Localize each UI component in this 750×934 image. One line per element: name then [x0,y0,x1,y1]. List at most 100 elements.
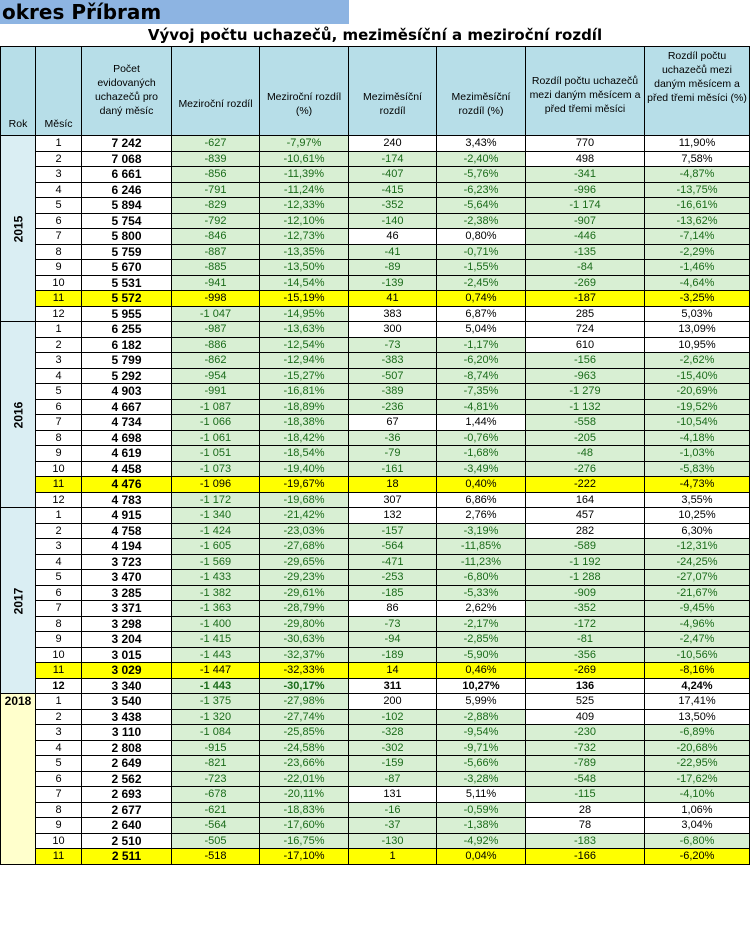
month-cell: 9 [35,817,82,834]
three-month-cell: -269 [525,662,645,679]
yoy-pct-cell: -27,68% [259,538,349,555]
mom-pct-cell: -3,19% [436,522,526,539]
mom-cell: 41 [348,290,437,307]
mom-pct-cell: -5,33% [436,584,526,601]
count-cell: 3 015 [81,646,172,663]
yoy-cell: -564 [171,817,260,834]
yoy-pct-cell: -10,61% [259,150,349,167]
yoy-cell: -1 605 [171,538,260,555]
mom-pct-cell: 1,44% [436,414,526,431]
mom-cell: 311 [348,677,437,694]
yoy-pct-cell: -18,83% [259,801,349,818]
mom-pct-cell: 6,87% [436,305,526,322]
yoy-pct-cell: -14,95% [259,305,349,322]
yoy-pct-cell: -12,10% [259,212,349,229]
yoy-cell: -1 424 [171,522,260,539]
month-cell: 3 [35,166,82,183]
mom-cell: -87 [348,770,437,787]
count-cell: 5 670 [81,259,172,276]
count-cell: 6 661 [81,166,172,183]
yoy-cell: -1 047 [171,305,260,322]
header-yoy: Meziroční rozdíl [171,46,260,136]
yoy-cell: -991 [171,383,260,400]
month-cell: 6 [35,584,82,601]
mom-cell: 132 [348,507,437,524]
three-month-pct-cell: -20,69% [644,383,750,400]
mom-cell: -102 [348,708,437,725]
mom-pct-cell: -6,23% [436,181,526,198]
three-month-cell: -135 [525,243,645,260]
mom-pct-cell: -1,68% [436,445,526,462]
yoy-pct-cell: -19,68% [259,491,349,508]
three-month-pct-cell: 1,06% [644,801,750,818]
count-cell: 2 677 [81,801,172,818]
count-cell: 4 698 [81,429,172,446]
count-cell: 5 955 [81,305,172,322]
month-cell: 10 [35,832,82,849]
header-mom-pct: Meziměsíční rozdíl (%) [436,46,526,136]
table-row: 10 3 015 -1 443 -32,37% -189 -5,90% -356 -10,56… [1,646,750,663]
yoy-pct-cell: -16,81% [259,383,349,400]
three-month-cell: -48 [525,445,645,462]
table-row: 2016 1 6 255 -987 -13,63% 300 5,04% 724 13,09% [0,321,750,508]
mom-pct-cell: 0,46% [436,662,526,679]
mom-cell: -185 [348,584,437,601]
yoy-cell: -998 [171,290,260,307]
yoy-cell: -1 569 [171,553,260,570]
mom-cell: -302 [348,739,437,756]
three-month-pct-cell: -13,62% [644,212,750,229]
yoy-pct-cell: -30,17% [259,677,349,694]
three-month-pct-cell: -15,40% [644,367,750,384]
month-cell: 7 [35,228,82,245]
mom-pct-cell: 0,04% [436,848,526,865]
three-month-pct-cell: -9,45% [644,600,750,617]
mom-cell: -41 [348,243,437,260]
mom-cell: -383 [348,352,437,369]
three-month-pct-cell: -4,64% [644,274,750,291]
yoy-cell: -518 [171,848,260,865]
table-row: 12 4 783 -1 172 -19,68% 307 6,86% 164 3,55% [1,491,750,508]
month-cell: 9 [35,445,82,462]
mom-cell: 300 [348,321,437,338]
three-month-cell: -907 [525,212,645,229]
yoy-cell: -627 [171,135,260,152]
three-month-pct-cell: -10,56% [644,646,750,663]
count-cell: 4 915 [81,507,172,524]
three-month-cell: -1 279 [525,383,645,400]
yoy-pct-cell: -24,58% [259,739,349,756]
count-cell: 3 285 [81,584,172,601]
yoy-cell: -821 [171,755,260,772]
three-month-cell: -183 [525,832,645,849]
three-month-cell: -446 [525,228,645,245]
mom-pct-cell: -2,45% [436,274,526,291]
mom-pct-cell: 0,74% [436,290,526,307]
month-cell: 6 [35,770,82,787]
mom-cell: -89 [348,259,437,276]
yoy-pct-cell: -32,37% [259,646,349,663]
mom-cell: -174 [348,150,437,167]
count-cell: 7 242 [81,135,172,152]
yoy-cell: -862 [171,352,260,369]
three-month-pct-cell: 5,03% [644,305,750,322]
mom-cell: -471 [348,553,437,570]
three-month-cell: -269 [525,274,645,291]
mom-pct-cell: 10,27% [436,677,526,694]
month-cell: 11 [35,662,82,679]
yoy-cell: -1 443 [171,646,260,663]
mom-cell: 1 [348,848,437,865]
mom-pct-cell: -2,38% [436,212,526,229]
count-cell: 3 204 [81,631,172,648]
yoy-pct-cell: -7,97% [259,135,349,152]
three-month-cell: 164 [525,491,645,508]
mom-pct-cell: 6,86% [436,491,526,508]
